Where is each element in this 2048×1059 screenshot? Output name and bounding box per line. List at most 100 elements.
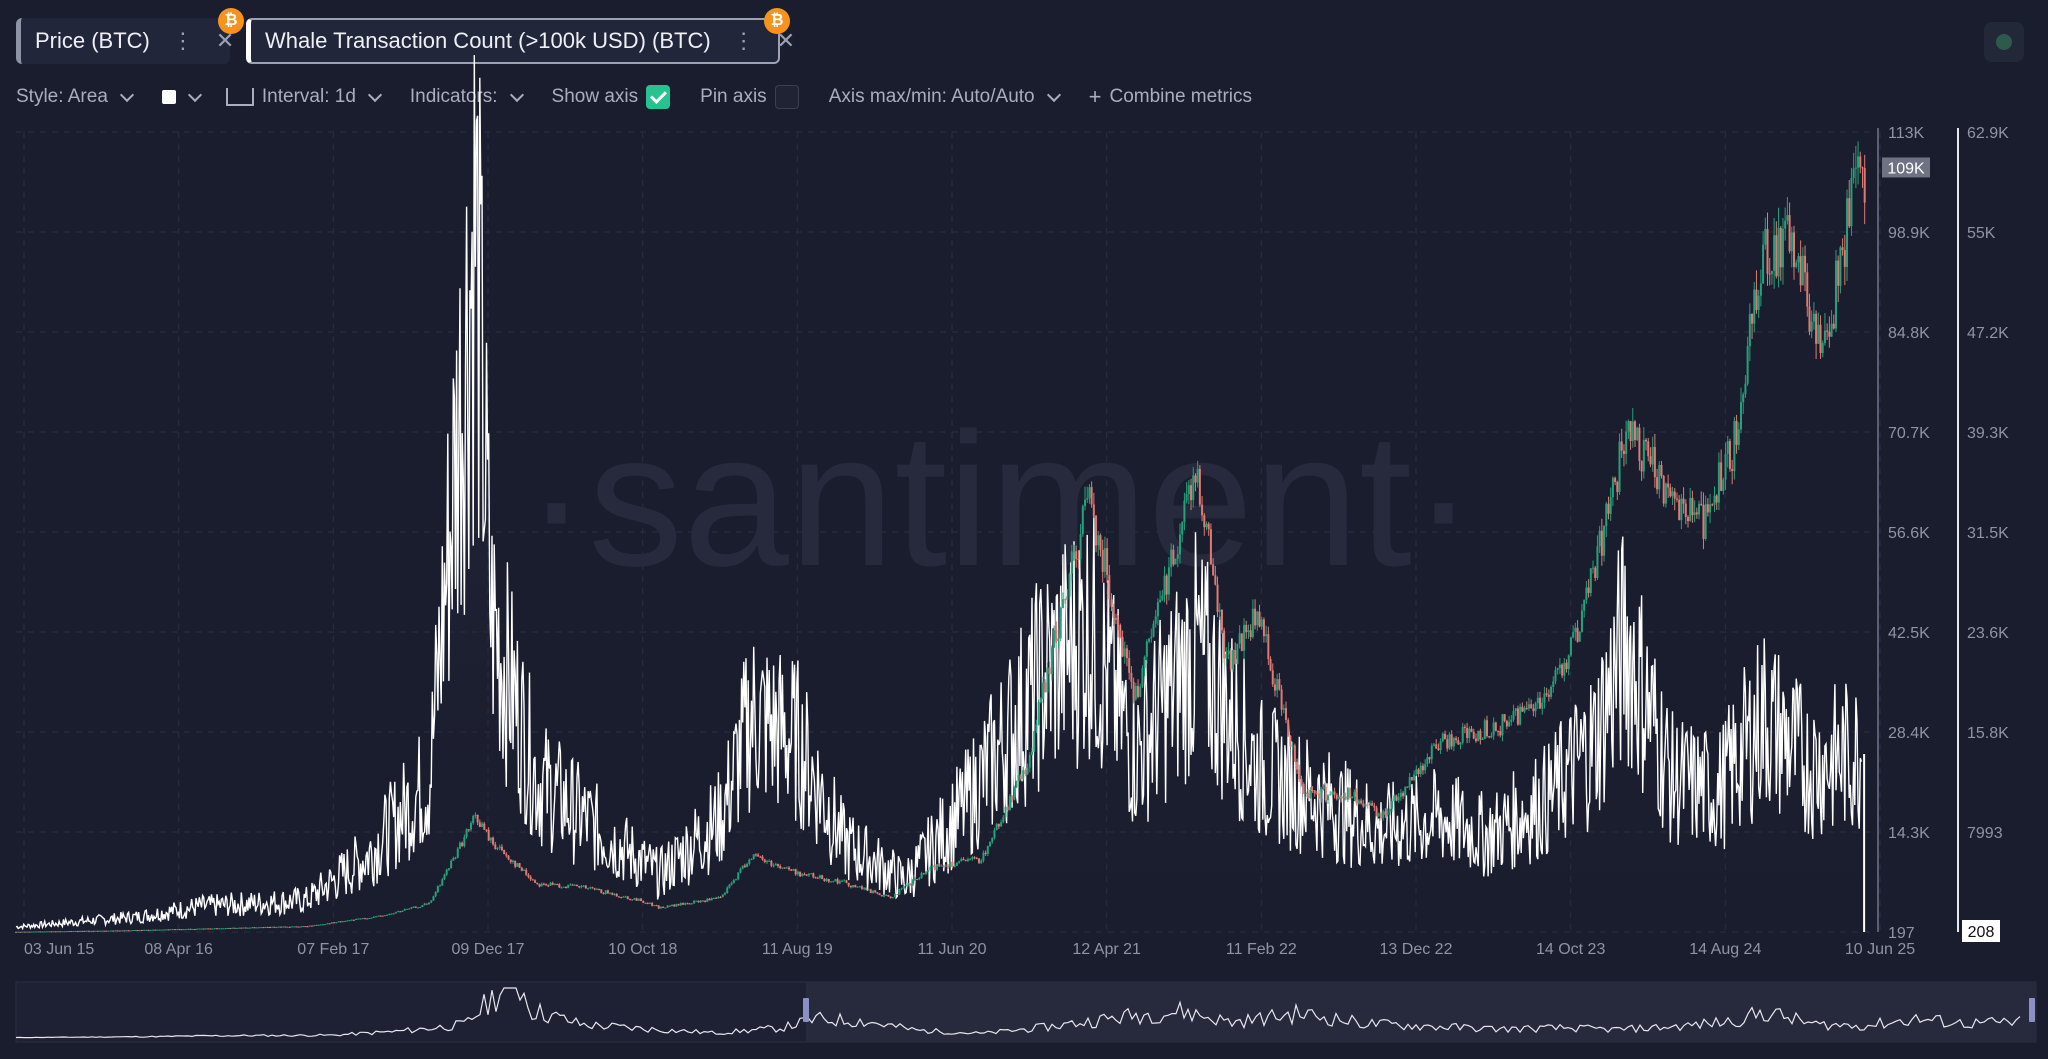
price-candle xyxy=(538,884,541,887)
price-candle xyxy=(821,875,824,879)
price-candle xyxy=(220,928,223,930)
price-candle xyxy=(408,908,411,910)
more-options-icon[interactable]: ⋮ xyxy=(171,28,194,53)
price-candle xyxy=(1086,498,1089,500)
combine-metrics-button[interactable]: + Combine metrics xyxy=(1089,84,1252,110)
price-candle xyxy=(28,931,31,933)
price-candle xyxy=(1651,446,1654,465)
price-candle xyxy=(788,867,791,870)
interval-dropdown[interactable]: Interval: 1d xyxy=(225,86,382,108)
price-candle xyxy=(1713,495,1716,505)
x-tick-label: 14 Aug 24 xyxy=(1689,941,1761,958)
price-candle xyxy=(348,920,351,922)
price-candle xyxy=(1444,733,1447,740)
checkbox-checked-icon[interactable] xyxy=(646,85,671,109)
tab-whale-transaction-count[interactable]: Whale Transaction Count (>100k USD) (BTC… xyxy=(246,18,795,64)
price-candle xyxy=(132,930,135,932)
price-candle xyxy=(1072,551,1075,553)
price-candle xyxy=(235,927,238,929)
price-candle xyxy=(1397,797,1400,801)
price-candle xyxy=(900,888,903,890)
tab-price-btc[interactable]: Price (BTC) ⋮ ✕ xyxy=(16,18,234,64)
price-candle xyxy=(732,880,735,883)
price-candle xyxy=(79,930,82,932)
checkbox-unchecked-icon[interactable] xyxy=(774,85,799,109)
price-candle xyxy=(1011,796,1014,800)
price-candle xyxy=(1810,321,1813,332)
show-axis-toggle[interactable]: Show axis xyxy=(552,85,671,109)
price-candle xyxy=(492,837,495,845)
price-candle xyxy=(1371,803,1374,806)
price-candle xyxy=(65,931,68,933)
price-candle xyxy=(1110,599,1113,607)
price-candle xyxy=(909,883,912,885)
price-candle xyxy=(1828,331,1831,337)
price-candle xyxy=(1039,698,1042,703)
price-candle xyxy=(1790,232,1793,252)
more-options-icon[interactable]: ⋮ xyxy=(732,28,755,53)
price-candle xyxy=(617,896,620,898)
price-candle xyxy=(333,922,336,924)
price-candle xyxy=(743,865,746,868)
price-candle xyxy=(1757,295,1760,310)
price-candle xyxy=(606,890,609,894)
price-candle xyxy=(642,900,645,903)
price-candle xyxy=(551,882,554,885)
price-candle xyxy=(202,928,205,930)
price-candle xyxy=(15,931,17,933)
range-navigator[interactable] xyxy=(15,981,2037,1043)
color-picker[interactable] xyxy=(161,87,202,104)
pin-axis-toggle[interactable]: Pin axis xyxy=(700,85,799,109)
status-indicator-icon[interactable] xyxy=(1984,22,2024,62)
price-candle xyxy=(1393,795,1396,801)
price-candle xyxy=(288,926,291,928)
price-candle xyxy=(1477,730,1480,742)
price-candle xyxy=(1002,817,1005,823)
price-candle xyxy=(70,930,73,932)
price-candle xyxy=(1492,722,1495,736)
whale-y-tick-label: 31.5K xyxy=(1967,525,2009,542)
price-candle xyxy=(523,869,526,871)
price-candle xyxy=(1737,429,1740,445)
whale-y-tick-label: 39.3K xyxy=(1967,425,2009,442)
price-candle xyxy=(1340,797,1343,799)
price-candle xyxy=(706,898,709,902)
price-candle xyxy=(344,921,347,923)
santiment-watermark: ·santiment· xyxy=(525,394,1475,606)
combine-metrics-label: Combine metrics xyxy=(1109,86,1253,107)
price-candle xyxy=(249,927,252,929)
style-dropdown[interactable]: Style: Area xyxy=(16,86,134,108)
price-y-tick-label: 84.8K xyxy=(1888,325,1930,342)
price-candle xyxy=(580,886,583,888)
price-candle xyxy=(966,859,969,861)
price-candle xyxy=(443,874,446,880)
price-candle xyxy=(1108,575,1111,600)
price-candle xyxy=(646,902,649,904)
price-candle xyxy=(558,884,561,888)
price-candle xyxy=(204,928,207,930)
axis-maxmin-dropdown[interactable]: Axis max/min: Auto/Auto xyxy=(829,86,1061,108)
indicators-dropdown[interactable]: Indicators: xyxy=(410,86,524,108)
price-candle xyxy=(1841,247,1844,250)
pin-axis-label: Pin axis xyxy=(700,86,767,107)
price-candle xyxy=(1055,630,1058,641)
price-candle xyxy=(779,866,782,869)
price-candle xyxy=(1852,168,1855,179)
price-candle xyxy=(1689,498,1692,522)
price-candle xyxy=(1296,761,1299,770)
whale-last-badge xyxy=(1962,920,2000,942)
price-candle xyxy=(995,824,998,831)
price-candle xyxy=(1426,757,1429,765)
price-candle xyxy=(1638,427,1641,461)
price-candle xyxy=(1686,517,1689,522)
price-candle xyxy=(291,926,294,928)
close-icon[interactable]: ✕ xyxy=(215,28,235,53)
price-candle xyxy=(1598,530,1601,547)
price-candle xyxy=(240,927,243,929)
close-icon[interactable]: ✕ xyxy=(776,28,796,53)
price-candle xyxy=(176,929,179,931)
price-candle xyxy=(838,881,841,884)
price-candle xyxy=(770,860,773,866)
price-candle xyxy=(1132,681,1135,700)
